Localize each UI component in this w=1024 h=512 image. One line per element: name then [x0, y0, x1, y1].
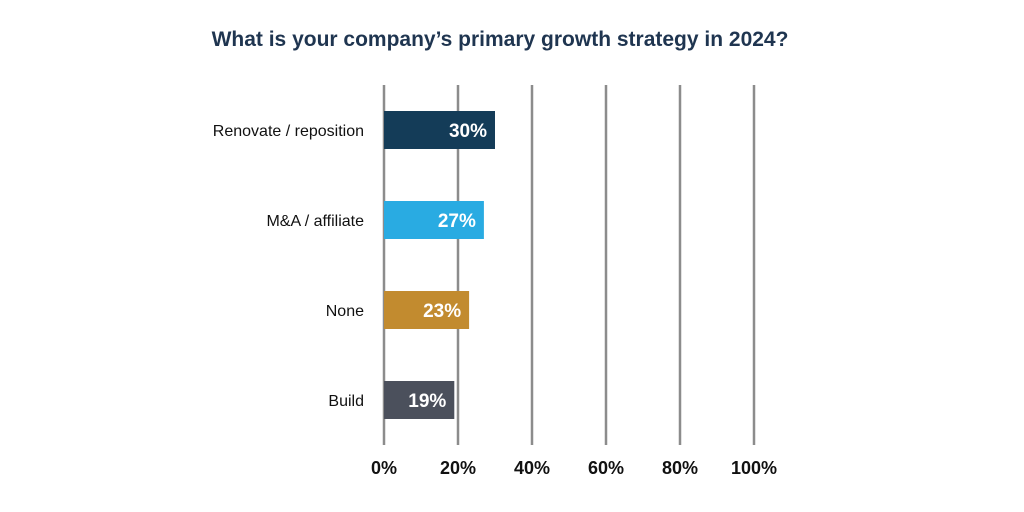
x-tick-label: 100% — [731, 458, 777, 478]
bar — [384, 381, 455, 419]
x-tick-label: 40% — [514, 458, 550, 478]
data-label: 19% — [408, 391, 446, 412]
x-tick-label: 20% — [440, 458, 476, 478]
bar — [384, 111, 495, 149]
x-tick-label: 60% — [588, 458, 624, 478]
data-label: 30% — [449, 121, 487, 142]
x-tick-label: 0% — [371, 458, 397, 478]
category-label: None — [326, 303, 364, 320]
bar — [384, 201, 484, 239]
category-label: M&A / affiliate — [266, 213, 364, 230]
chart-title: What is your company’s primary growth st… — [211, 28, 789, 51]
category-label: Renovate / reposition — [213, 123, 364, 140]
data-label: 27% — [438, 211, 476, 232]
category-label: Build — [328, 393, 364, 410]
bar — [384, 291, 470, 329]
data-label: 23% — [423, 301, 461, 322]
x-tick-label: 80% — [662, 458, 698, 478]
